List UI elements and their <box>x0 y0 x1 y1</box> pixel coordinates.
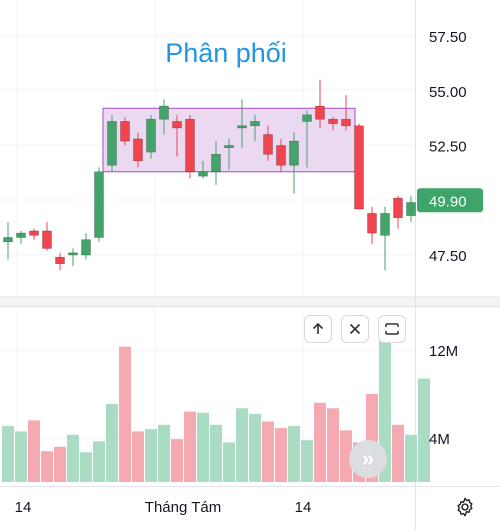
volume-bar <box>67 434 79 482</box>
volume-bar <box>80 452 92 482</box>
volume-bar <box>41 451 53 482</box>
candle-body <box>367 213 377 234</box>
candle-body <box>406 202 416 216</box>
time-tick-label: 14 <box>295 499 312 516</box>
volume-bar <box>405 434 417 482</box>
candle-body <box>276 145 286 166</box>
expand-icon <box>385 323 399 335</box>
volume-bar <box>314 402 326 482</box>
candle-body <box>237 125 247 129</box>
volume-bar <box>184 411 196 482</box>
price-tick-label: 47.50 <box>429 248 467 265</box>
candle-body <box>224 145 234 148</box>
candle-body <box>211 153 221 173</box>
volume-bar <box>301 440 313 482</box>
arrow-up-icon <box>312 322 324 334</box>
price-tick-label: 55.00 <box>429 84 467 101</box>
price-tick-label: 57.50 <box>429 29 467 46</box>
close-icon <box>349 323 361 335</box>
candle-body <box>3 237 13 243</box>
candle-body <box>172 121 182 129</box>
candle-body <box>185 118 195 173</box>
volume-bar <box>288 425 300 482</box>
volume-bar <box>236 408 248 482</box>
volume-bar <box>275 428 287 482</box>
candle-body <box>146 118 156 153</box>
volume-bar <box>379 331 391 482</box>
candle-body <box>315 105 325 120</box>
volume-bar <box>15 431 27 482</box>
pane-separator <box>0 297 500 307</box>
candle-body <box>341 118 351 127</box>
volume-bar <box>392 424 404 482</box>
maximize-pane-button[interactable] <box>378 315 406 343</box>
candle-body <box>198 171 208 177</box>
candle-body <box>42 230 52 249</box>
candle-body <box>380 213 390 236</box>
candle-body <box>81 239 91 256</box>
candle-body <box>133 138 143 162</box>
volume-bar <box>93 441 105 482</box>
volume-bar <box>340 430 352 482</box>
volume-bar <box>158 424 170 482</box>
gear-icon <box>457 497 473 517</box>
volume-bar <box>249 413 261 482</box>
volume-bar <box>28 420 40 482</box>
last-price-badge <box>417 188 483 213</box>
price-tick-label: 52.50 <box>429 139 467 156</box>
volume-bar <box>54 446 66 482</box>
volume-tick-label: 12M <box>429 343 458 360</box>
candle-body <box>289 140 299 166</box>
volume-bar <box>171 439 183 482</box>
volume-bar <box>119 346 131 482</box>
close-pane-button[interactable] <box>341 315 369 343</box>
candle-body <box>16 232 26 238</box>
volume-bar <box>418 378 430 482</box>
last-price-label: 49.90 <box>429 193 467 210</box>
volume-bar <box>132 431 144 482</box>
candle-body <box>354 125 364 210</box>
volume-bar <box>210 424 222 482</box>
candle-body <box>250 121 260 127</box>
time-tick-label: Tháng Tám <box>145 499 221 516</box>
volume-bar <box>2 425 14 482</box>
candle-body <box>263 134 273 155</box>
chart-settings-button[interactable] <box>452 494 478 520</box>
volume-bar <box>262 421 274 482</box>
candle-body <box>68 252 78 256</box>
scroll-to-realtime-button[interactable]: » <box>349 440 387 478</box>
volume-bar <box>106 403 118 482</box>
volume-bar <box>145 429 157 482</box>
candle-body <box>120 121 130 142</box>
double-chevron-right-icon: » <box>361 446 375 471</box>
move-up-button[interactable] <box>304 315 332 343</box>
time-tick-label: 14 <box>15 499 32 516</box>
volume-tick-label: 4M <box>429 431 450 448</box>
candle-body <box>302 114 312 122</box>
volume-bar <box>223 442 235 482</box>
volume-bar <box>327 408 339 482</box>
candle-body <box>107 121 117 166</box>
candle-body <box>29 230 39 236</box>
candle-body <box>55 256 65 265</box>
candle-body <box>159 105 169 120</box>
candle-body <box>393 197 403 219</box>
candle-body <box>328 118 338 124</box>
volume-bar <box>197 412 209 482</box>
distribution-label: Phân phối <box>165 38 287 68</box>
candle-body <box>94 171 104 238</box>
